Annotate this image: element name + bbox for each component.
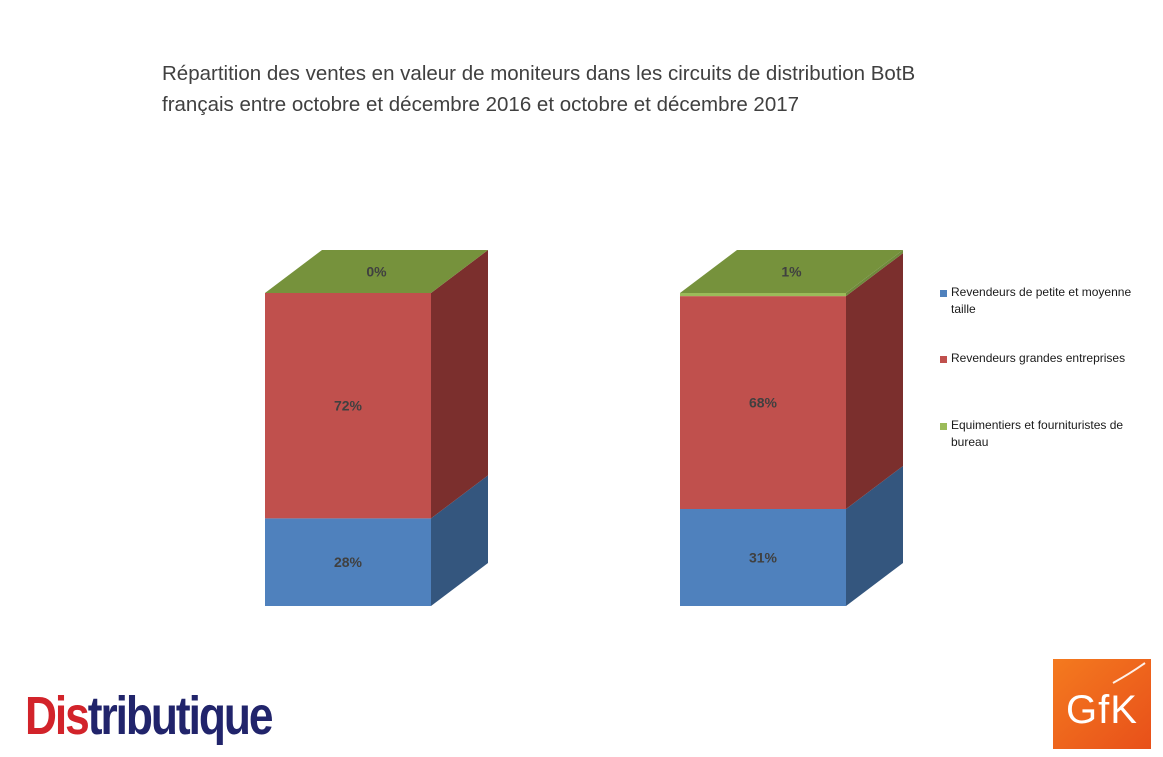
bar-top-1 [265,250,488,293]
gfk-logo-swoosh [1112,662,1146,684]
distributique-logo: Distributique [25,683,274,749]
distributique-logo-prefix: Dis [25,686,90,746]
bar-side-2-series-1 [846,465,903,606]
gfk-logo: GfK [1053,659,1151,749]
distributique-logo-rest: tributique [87,686,274,746]
bar-front-1-series-2 [265,293,431,519]
legend-swatch-1 [940,290,947,297]
bar-front-2-series-1 [680,508,846,606]
gfk-logo-text: GfK [1066,688,1138,732]
bar-side-1-series-2 [431,250,488,519]
chart-title-line-2: français entre octobre et décembre 2016 … [162,93,800,116]
legend-item-1: Revendeurs de petite et moyenne taille [940,284,1155,318]
chart-legend: Revendeurs de petite et moyenne taille Re… [940,284,1155,451]
legend-swatch-2 [940,356,947,363]
legend-label-2: Revendeurs grandes entreprises [951,351,1126,365]
data-label-bar-2-series-1: 31% [749,549,778,565]
legend-item-2: Revendeurs grandes entreprises [940,350,1155,367]
data-label-bar-2-series-2: 68% [749,395,778,411]
chart-title-line-1: Répartition des ventes en valeur de moni… [162,62,916,85]
data-label-bar-1-series-1: 28% [334,554,363,570]
bar-side-1-series-1 [431,475,488,606]
bar-top-2 [680,250,903,293]
bar-side-2-series-3 [846,250,903,297]
chart-title: Répartition des ventes en valeur de moni… [162,58,1082,120]
bar-side-2-series-2 [846,253,903,509]
gfk-logo-background [1053,659,1151,749]
data-label-bar-1-series-3: 0% [366,264,387,280]
bar-front-2-series-2 [680,296,846,509]
legend-label-1: Revendeurs de petite et moyenne taille [951,285,1132,316]
legend-item-3: Equimentiers et fournituristes de bureau [940,417,1155,451]
bar-front-1-series-1 [265,518,431,606]
data-label-bar-2-series-3: 1% [781,264,802,280]
data-label-bar-1-series-2: 72% [334,398,363,414]
legend-label-3: Equimentiers et fournituristes de bureau [951,418,1124,449]
bar-front-2-series-3 [680,293,846,297]
legend-swatch-3 [940,423,947,430]
